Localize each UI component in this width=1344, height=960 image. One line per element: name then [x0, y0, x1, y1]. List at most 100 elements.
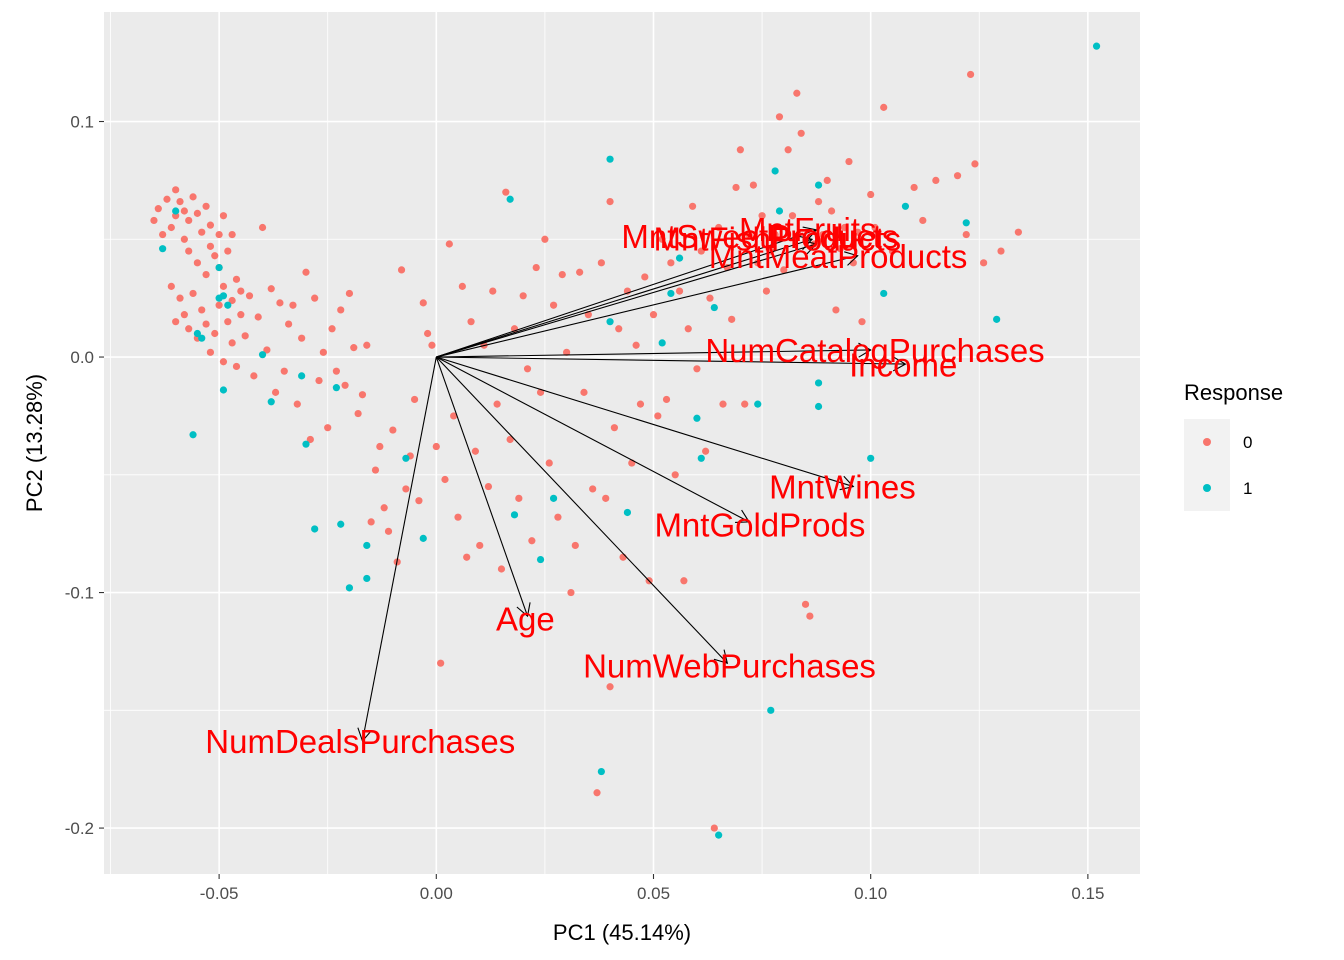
y-tick-label: -0.2 — [65, 819, 94, 838]
scatter-point-response-1 — [219, 386, 228, 394]
scatter-point-response-0 — [888, 247, 897, 255]
scatter-point-response-0 — [267, 285, 275, 293]
scatter-point-response-0 — [493, 400, 501, 408]
scatter-point-response-0 — [702, 447, 710, 455]
scatter-point-response-0 — [332, 367, 340, 375]
scatter-point-response-0 — [966, 70, 975, 79]
scatter-point-response-0 — [732, 183, 740, 192]
scatter-point-response-0 — [610, 424, 618, 432]
scatter-points — [150, 42, 1101, 839]
scatter-point-response-1 — [419, 534, 427, 542]
scatter-point-response-0 — [589, 485, 597, 493]
loading-arrowhead-numdealspurchases — [357, 727, 373, 743]
legend-key-1-dot — [1203, 484, 1211, 492]
scatter-point-response-0 — [671, 471, 679, 479]
scatter-point-response-1 — [189, 431, 197, 439]
legend-key-0-dot — [1203, 438, 1211, 446]
scatter-point-response-0 — [497, 565, 506, 573]
scatter-point-response-1 — [693, 414, 701, 422]
scatter-point-response-0 — [219, 358, 228, 366]
scatter-point-response-0 — [867, 190, 875, 199]
loading-arrow-numwebpurchases — [435, 356, 728, 664]
scatter-point-response-0 — [380, 504, 388, 512]
scatter-point-response-0 — [606, 683, 614, 691]
scatter-point-response-0 — [172, 186, 180, 194]
scatter-point-response-1 — [298, 372, 306, 380]
scatter-point-response-0 — [271, 388, 280, 396]
scatter-point-response-0 — [211, 252, 219, 260]
scatter-point-response-1 — [159, 245, 167, 253]
scatter-point-response-0 — [523, 365, 532, 373]
scatter-point-response-0 — [654, 412, 662, 420]
legend-title: Response — [1184, 380, 1283, 405]
scatter-point-response-0 — [258, 223, 267, 232]
scatter-point-response-0 — [541, 235, 549, 243]
scatter-point-response-1 — [302, 440, 310, 448]
scatter-point-response-0 — [293, 400, 301, 408]
loading-arrowhead-mntfruits — [802, 226, 818, 241]
scatter-point-response-0 — [185, 216, 193, 225]
loading-label-numwebpurchases: NumWebPurchases — [583, 648, 876, 685]
scatter-point-response-0 — [854, 228, 862, 236]
loading-arrow-mntmeatproducts — [436, 255, 858, 358]
loading-labels: MntFruitsMntSweetProductsMntFishProducts… — [205, 211, 1044, 760]
y-tick-label: 0.1 — [70, 113, 94, 132]
scatter-point-response-0 — [232, 275, 241, 283]
scatter-point-response-0 — [489, 287, 497, 295]
scatter-point-response-0 — [354, 409, 362, 418]
legend-label-1: 1 — [1243, 479, 1252, 498]
scatter-point-response-0 — [237, 311, 245, 319]
scatter-point-response-0 — [1014, 228, 1022, 236]
scatter-point-response-0 — [298, 334, 306, 342]
scatter-point-response-0 — [563, 348, 571, 356]
scatter-point-response-0 — [419, 299, 427, 307]
scatter-point-response-0 — [576, 268, 584, 276]
scatter-point-response-0 — [410, 395, 419, 404]
loading-label-mntfishproducts: MntFishProducts — [653, 220, 901, 257]
scatter-point-response-1 — [597, 767, 605, 776]
scatter-point-response-0 — [198, 228, 206, 236]
scatter-point-response-0 — [315, 376, 323, 385]
scatter-point-response-0 — [206, 242, 215, 250]
loading-arrows — [357, 226, 907, 743]
scatter-point-response-0 — [971, 160, 979, 168]
x-tick-label: 0.00 — [420, 884, 453, 903]
scatter-point-response-0 — [454, 513, 462, 521]
scatter-point-response-0 — [280, 367, 288, 375]
scatter-point-response-0 — [667, 259, 675, 267]
minor-gridlines — [104, 12, 1140, 874]
loading-arrow-mntwines — [436, 356, 854, 488]
scatter-point-response-0 — [580, 388, 588, 396]
scatter-point-response-0 — [515, 494, 523, 502]
loading-arrowhead-mntfishproducts — [802, 240, 818, 255]
scatter-point-response-0 — [615, 325, 623, 333]
scatter-point-response-1 — [1092, 42, 1101, 50]
loading-label-mntmeatproducts: MntMeatProducts — [709, 238, 968, 275]
scatter-point-response-0 — [415, 497, 423, 505]
scatter-point-response-1 — [198, 334, 206, 342]
scatter-point-response-0 — [159, 230, 167, 239]
scatter-point-response-1 — [506, 195, 514, 203]
scatter-point-response-0 — [806, 612, 814, 620]
scatter-point-response-1 — [715, 831, 723, 839]
scatter-point-response-0 — [706, 294, 714, 302]
scatter-point-response-0 — [519, 292, 527, 300]
scatter-point-response-0 — [775, 113, 784, 121]
loading-label-numdealspurchases: NumDealsPurchases — [205, 723, 515, 760]
scatter-point-response-0 — [471, 447, 479, 455]
scatter-point-response-0 — [758, 212, 766, 220]
scatter-point-response-1 — [814, 402, 823, 411]
loading-label-mntsweetproducts: MntSweetProducts — [621, 218, 898, 255]
scatter-point-response-0 — [180, 311, 188, 319]
scatter-point-response-1 — [258, 351, 267, 359]
scatter-point-response-0 — [684, 325, 692, 333]
scatter-point-response-0 — [458, 282, 466, 290]
scatter-point-response-1 — [901, 202, 910, 210]
scatter-point-response-0 — [836, 245, 844, 253]
scatter-point-response-0 — [602, 494, 610, 502]
scatter-point-response-1 — [775, 207, 784, 215]
scatter-point-response-0 — [306, 435, 314, 444]
y-axis: -0.2 -0.1 0.0 0.1 — [65, 113, 104, 838]
scatter-point-response-0 — [662, 395, 671, 404]
scatter-point-response-0 — [202, 271, 210, 279]
